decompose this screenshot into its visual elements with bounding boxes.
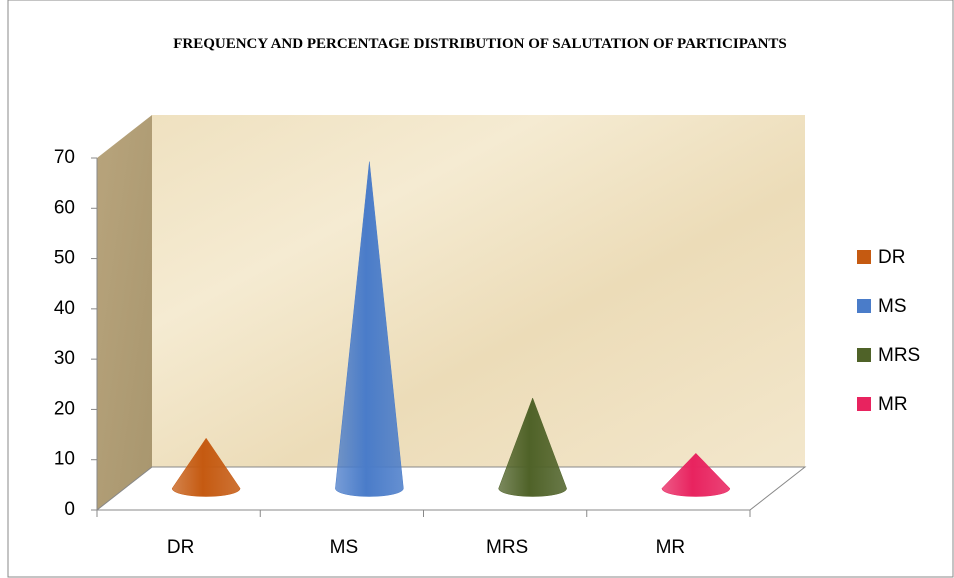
legend-label: MS xyxy=(878,296,907,317)
y-tick-label: 40 xyxy=(54,298,75,319)
y-tick-label: 20 xyxy=(54,398,75,419)
x-tick-label: MS xyxy=(330,537,359,558)
frame xyxy=(7,0,954,578)
y-tick-label: 70 xyxy=(54,147,75,168)
x-tick-label: MR xyxy=(656,537,686,558)
cone xyxy=(661,452,731,497)
cone xyxy=(335,161,404,497)
legend-label: DR xyxy=(878,247,905,268)
legend-label: MR xyxy=(878,394,908,415)
legend-swatch xyxy=(857,299,871,313)
y-tick-label: 10 xyxy=(54,449,75,470)
y-tick-label: 0 xyxy=(64,499,75,520)
cone xyxy=(498,397,567,497)
back-wall xyxy=(152,115,805,467)
side-wall xyxy=(97,115,152,510)
y-tick-label: 50 xyxy=(54,248,75,269)
legend-swatch xyxy=(857,348,871,362)
y-tick-label: 30 xyxy=(54,348,75,369)
legend-swatch xyxy=(857,250,871,264)
chart-title: FREQUENCY AND PERCENTAGE DISTRIBUTION OF… xyxy=(173,36,787,52)
x-tick-label: DR xyxy=(167,537,194,558)
legend-label: MRS xyxy=(878,345,920,366)
x-tick-label: MRS xyxy=(486,537,528,558)
cone xyxy=(171,437,241,497)
y-tick-label: 60 xyxy=(54,197,75,218)
legend-swatch xyxy=(857,397,871,411)
